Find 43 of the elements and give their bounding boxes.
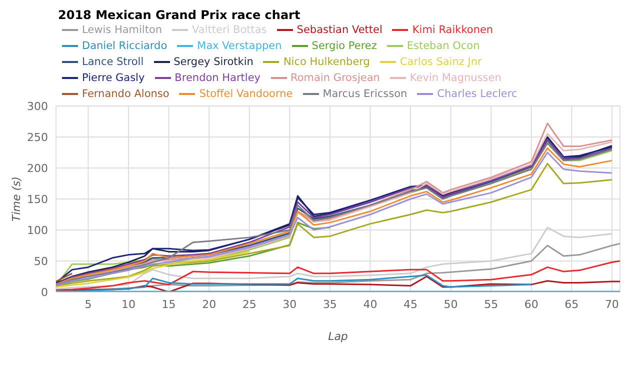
x-tick-label: 55 bbox=[484, 298, 498, 311]
x-tick-label: 70 bbox=[604, 298, 619, 311]
x-tick-label: 50 bbox=[444, 298, 458, 311]
x-tick-label: 20 bbox=[202, 298, 216, 311]
x-tick-label: 65 bbox=[564, 298, 579, 311]
legend-label: Kevin Magnussen bbox=[410, 72, 502, 84]
x-axis-title: Lap bbox=[328, 330, 348, 343]
legend-label: Brendon Hartley bbox=[174, 72, 261, 84]
chart-title: 2018 Mexican Grand Prix race chart bbox=[57, 8, 302, 22]
legend-label: Daniel Ricciardo bbox=[82, 40, 168, 52]
x-tick-label: 5 bbox=[84, 298, 92, 311]
x-tick-label: 35 bbox=[322, 298, 337, 311]
y-tick-label: 150 bbox=[27, 192, 48, 206]
legend-label: Charles Leclerc bbox=[437, 88, 518, 100]
legend-label: Lance Stroll bbox=[82, 56, 144, 68]
legend-label: Lewis Hamilton bbox=[82, 24, 162, 36]
legend-label: Pierre Gasly bbox=[82, 72, 145, 84]
legend-label: Kimi Raikkonen bbox=[412, 24, 494, 36]
legend-label: Sergey Sirotkin bbox=[174, 56, 254, 68]
legend-label: Stoffel Vandoorne bbox=[199, 88, 293, 100]
legend-label: Nico Hulkenberg bbox=[283, 56, 370, 68]
legend-label: Romain Grosjean bbox=[290, 72, 380, 84]
y-tick-label: 250 bbox=[27, 130, 48, 144]
legend-label: Sebastian Vettel bbox=[296, 24, 382, 36]
y-tick-label: 300 bbox=[27, 100, 48, 113]
x-tick-label: 30 bbox=[282, 298, 297, 311]
legend-label: Esteban Ocon bbox=[406, 40, 480, 52]
legend-label: Fernando Alonso bbox=[82, 88, 170, 100]
legend-label: Carlos Sainz Jnr bbox=[400, 56, 482, 68]
x-tick-label: 40 bbox=[363, 298, 378, 311]
x-tick-label: 15 bbox=[162, 298, 176, 311]
legend-label: Sergio Perez bbox=[312, 40, 377, 52]
y-tick-label: 50 bbox=[34, 254, 48, 268]
legend-label: Marcus Ericsson bbox=[322, 88, 408, 100]
y-tick-label: 200 bbox=[27, 162, 48, 175]
y-axis-title: Time (s) bbox=[10, 176, 23, 222]
x-tick-label: 25 bbox=[242, 298, 256, 311]
x-tick-label: 60 bbox=[524, 298, 538, 311]
legend-label: Max Verstappen bbox=[197, 40, 282, 52]
x-tick-label: 10 bbox=[122, 298, 136, 311]
y-tick-label: 100 bbox=[27, 224, 48, 237]
y-tick-label: 0 bbox=[41, 286, 48, 299]
x-tick-label: 45 bbox=[404, 298, 418, 311]
